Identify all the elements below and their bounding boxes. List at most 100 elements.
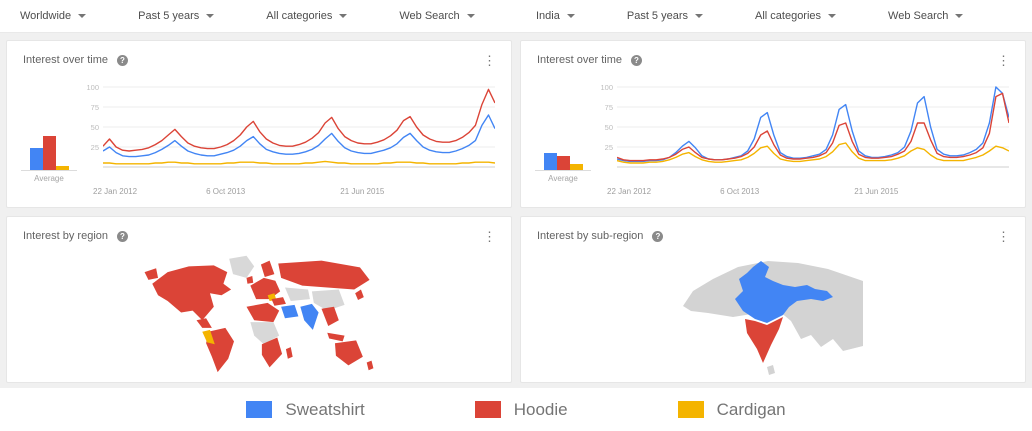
help-icon[interactable]: ? — [116, 54, 128, 66]
chevron-down-icon — [339, 14, 348, 18]
time-range-dropdown-label: Past 5 years — [138, 10, 200, 22]
x-tick-label: 6 Oct 2013 — [206, 187, 246, 196]
x-tick-label: 21 Jun 2015 — [854, 187, 899, 196]
line-chart-block: Average 25 50 75 100 — [521, 83, 1025, 183]
series-line-hoodie — [617, 92, 1009, 162]
y-tick-label: 25 — [604, 143, 613, 152]
y-tick-label: 50 — [90, 123, 99, 132]
content-area: Interest over time ? ⋮ Average 25 50 75 100… — [0, 33, 1032, 388]
legend-label: Hoodie — [513, 399, 568, 419]
search-type-dropdown[interactable]: Web Search — [399, 10, 475, 22]
series-line-sweatshirt — [617, 86, 1009, 163]
legend-label: Sweatshirt — [285, 399, 365, 419]
india-map-wrap — [521, 245, 1025, 382]
india-map[interactable] — [683, 251, 863, 376]
chevron-down-icon — [566, 14, 575, 18]
help-icon[interactable]: ? — [652, 230, 664, 242]
x-axis-labels: 22 Jan 2012 6 Oct 2013 21 Jun 2015 — [93, 185, 495, 197]
line-chart[interactable] — [103, 83, 495, 171]
x-tick-label: 6 Oct 2013 — [720, 187, 760, 196]
kebab-menu-icon[interactable]: ⋮ — [997, 228, 1010, 244]
average-column: Average — [531, 83, 595, 183]
chevron-down-icon — [828, 14, 837, 18]
interest-over-time-card-india: Interest over time ? ⋮ Average 25 50 75 100… — [520, 40, 1026, 208]
top-toolbar: Worldwide Past 5 years All categories We… — [0, 0, 1032, 33]
region-dropdown-label: India — [536, 10, 560, 22]
help-icon[interactable]: ? — [630, 54, 642, 66]
toolbar-india: India Past 5 years All categories Web Se… — [516, 0, 1032, 32]
y-tick-label: 75 — [90, 103, 99, 112]
region-dropdown[interactable]: India — [536, 10, 575, 22]
cardigan-color-swatch — [677, 401, 704, 418]
time-range-dropdown[interactable]: Past 5 years — [627, 10, 703, 22]
average-bar-sweatshirt[interactable] — [29, 147, 43, 170]
legend-item-hoodie: Hoodie — [474, 399, 568, 420]
average-bars[interactable] — [535, 83, 591, 171]
card-title: Interest by region — [23, 230, 108, 242]
chevron-down-icon — [955, 14, 964, 18]
line-chart[interactable] — [617, 83, 1009, 171]
y-tick-label: 75 — [604, 103, 613, 112]
time-range-dropdown-label: Past 5 years — [626, 10, 688, 22]
category-dropdown-label: All categories — [266, 10, 333, 22]
average-bar-hoodie[interactable] — [42, 135, 56, 170]
average-bar-cardigan[interactable] — [569, 163, 583, 170]
category-dropdown[interactable]: All categories — [266, 10, 348, 22]
chevron-down-icon — [206, 14, 215, 18]
series-line-hoodie — [103, 88, 495, 152]
interest-by-subregion-card: Interest by sub-region ? ⋮ — [520, 216, 1026, 383]
category-dropdown-label: All categories — [755, 10, 822, 22]
sweatshirt-color-swatch — [246, 401, 273, 418]
legend-item-cardigan: Cardigan — [677, 399, 786, 420]
average-column: Average — [17, 83, 81, 183]
card-header: Interest over time ? ⋮ — [7, 41, 511, 69]
average-bar-sweatshirt[interactable] — [543, 153, 557, 170]
card-header: Interest over time ? ⋮ — [521, 41, 1025, 69]
average-bars[interactable] — [21, 83, 77, 171]
average-bar-hoodie[interactable] — [556, 156, 570, 170]
y-axis-labels: 25 50 75 100 — [595, 83, 617, 171]
kebab-menu-icon[interactable]: ⋮ — [997, 52, 1010, 68]
chevron-down-icon — [695, 14, 703, 18]
card-title: Interest over time — [23, 54, 108, 66]
hoodie-color-swatch — [474, 401, 501, 418]
x-axis-labels: 22 Jan 2012 6 Oct 2013 21 Jun 2015 — [607, 185, 1009, 197]
interest-over-time-card-worldwide: Interest over time ? ⋮ Average 25 50 75 100… — [6, 40, 512, 208]
average-bar-cardigan[interactable] — [55, 166, 69, 170]
chevron-down-icon — [466, 14, 475, 18]
world-map[interactable] — [134, 251, 384, 376]
region-dropdown[interactable]: Worldwide — [20, 10, 87, 22]
legend-item-sweatshirt: Sweatshirt — [246, 399, 365, 420]
average-label: Average — [34, 174, 64, 183]
card-header: Interest by sub-region ? ⋮ — [521, 217, 1025, 245]
card-title: Interest over time — [537, 54, 622, 66]
x-tick-label: 22 Jan 2012 — [607, 187, 652, 196]
search-type-dropdown-label: Web Search — [888, 10, 949, 22]
help-icon[interactable]: ? — [117, 230, 128, 242]
x-tick-label: 22 Jan 2012 — [93, 187, 138, 196]
card-title: Interest by sub-region — [537, 230, 644, 242]
series-line-cardigan — [617, 142, 1009, 164]
card-header: Interest by region ? ⋮ — [7, 217, 511, 245]
series-line-cardigan — [103, 160, 495, 165]
region-dropdown-label: Worldwide — [20, 10, 72, 22]
legend-label: Cardigan — [716, 399, 786, 419]
search-type-dropdown[interactable]: Web Search — [888, 10, 964, 22]
average-label: Average — [548, 174, 578, 183]
interest-by-region-card: Interest by region ? ⋮ — [6, 216, 512, 383]
category-dropdown[interactable]: All categories — [755, 10, 837, 22]
search-type-dropdown-label: Web Search — [399, 10, 460, 22]
line-chart-block: Average 25 50 75 100 — [7, 83, 511, 183]
kebab-menu-icon[interactable]: ⋮ — [483, 228, 496, 244]
series-legend: Sweatshirt Hoodie Cardigan — [0, 388, 1032, 431]
y-tick-label: 100 — [600, 83, 613, 92]
chevron-down-icon — [78, 14, 87, 18]
y-tick-label: 50 — [604, 123, 613, 132]
series-line-sweatshirt — [103, 114, 495, 158]
y-axis-labels: 25 50 75 100 — [81, 83, 103, 171]
x-tick-label: 21 Jun 2015 — [340, 187, 385, 196]
toolbar-worldwide: Worldwide Past 5 years All categories We… — [0, 0, 516, 32]
y-tick-label: 100 — [86, 83, 99, 92]
time-range-dropdown[interactable]: Past 5 years — [138, 10, 215, 22]
kebab-menu-icon[interactable]: ⋮ — [483, 52, 496, 68]
